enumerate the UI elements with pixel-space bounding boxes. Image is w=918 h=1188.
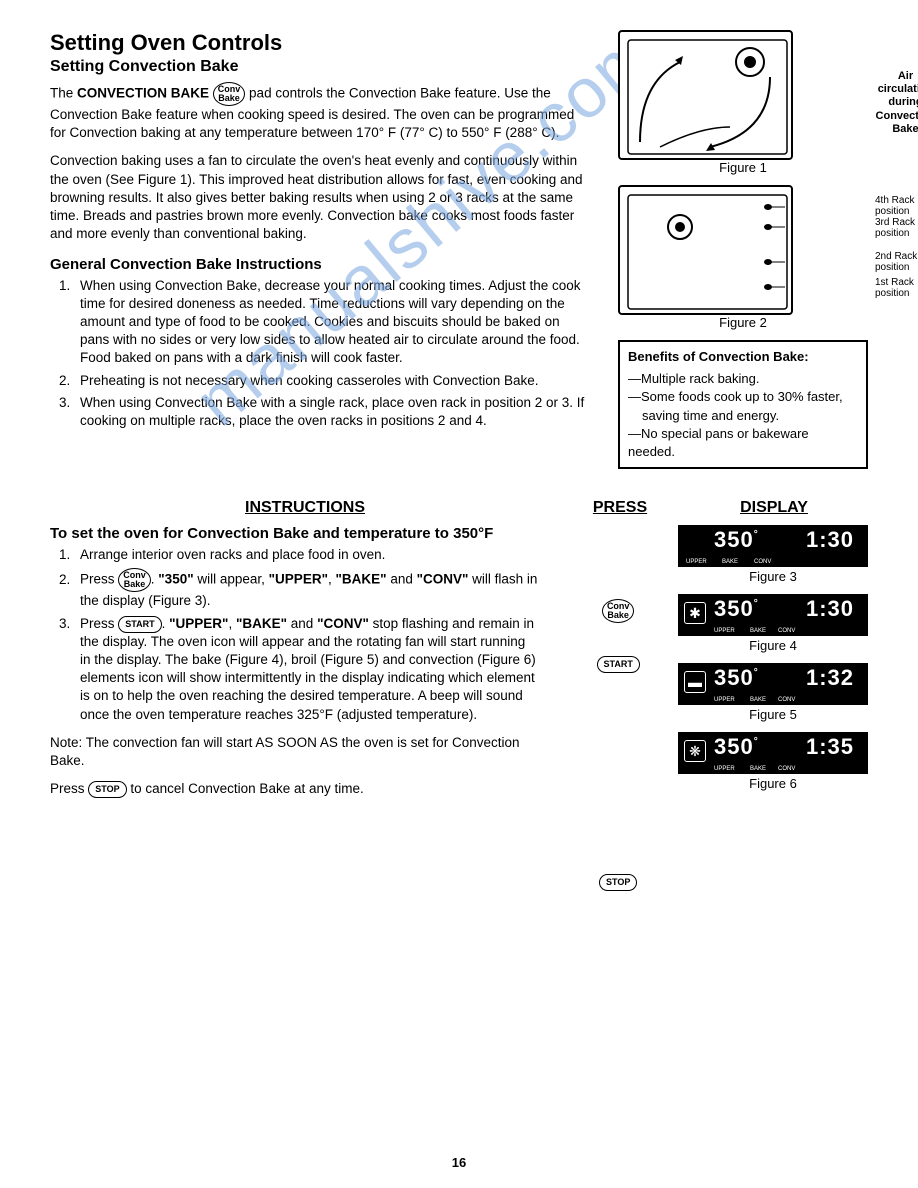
bold-text: CONVECTION BAKE [77,86,209,101]
bold-text: "CONV" [417,572,469,587]
display-time: 1:35 [806,734,854,760]
text-span: will appear, [194,572,269,587]
bold-text: "350" [158,572,193,587]
intro-paragraph-1: The CONVECTION BAKE ConvBake pad control… [50,82,590,142]
figure-1-caption: Figure 1 [618,160,868,175]
text-span: Press [80,616,118,631]
conv-bake-pad-icon: ConvBake [602,599,635,623]
bold-text: "BAKE" [236,616,287,631]
general-instructions-list: When using Convection Bake, decrease you… [50,277,590,431]
benefit-item: —No special pans or bakeware needed. [628,425,858,461]
text-span: The [50,86,77,101]
figure-5-caption: Figure 5 [678,707,868,722]
press-column: ConvBake START STOP [558,525,678,891]
text-span: to cancel Convection Bake at any time. [127,781,364,796]
figure-6-caption: Figure 6 [678,776,868,791]
conv-bake-pad-icon: ConvBake [118,568,151,592]
general-instructions-heading: General Convection Bake Instructions [50,256,590,273]
text-span: Press [50,781,88,796]
display-time: 1:32 [806,665,854,691]
page-number: 16 [0,1155,918,1170]
display-temp: 350° [714,527,759,553]
text-span: , [328,572,336,587]
text-span: and [387,572,417,587]
figure-2-caption: Figure 2 [618,315,868,330]
element-icon: ❋ [684,740,706,762]
element-icon: ✱ [684,602,706,624]
note-text: Note: The convection fan will start AS S… [50,734,538,770]
benefit-item: —Multiple rack baking. [628,370,858,388]
press-header: PRESS [560,499,680,517]
display-temp: 350° [714,596,759,622]
column-headers-row: INSTRUCTIONS PRESS DISPLAY [50,499,868,517]
instruction-row: To set the oven for Convection Bake and … [50,525,868,891]
step-3: Press START. "UPPER", "BAKE" and "CONV" … [74,615,538,724]
rack-label-2: 2nd Rack position [875,251,918,273]
main-content-left: Setting Oven Controls Setting Convection… [50,30,590,440]
display-panel-fig5: ▬ 350° 1:32 UPPERBAKECONV [678,663,868,705]
benefits-title: Benefits of Convection Bake: [628,348,858,366]
right-figure-column: Air circulation during Convection Bake F… [618,30,868,469]
set-oven-heading: To set the oven for Convection Bake and … [50,525,538,542]
benefit-item: —Some foods cook up to 30% faster, savin… [628,388,858,424]
stop-pad-icon: STOP [88,781,126,798]
conv-bake-pad-icon: ConvBake [213,82,246,106]
text-span: . [162,616,170,631]
figure-3-caption: Figure 3 [678,569,868,584]
list-item: When using Convection Bake, decrease you… [74,277,590,368]
display-panel-fig4: ✱ 350° 1:30 UPPERBAKECONV [678,594,868,636]
figure-1-oven [618,30,793,160]
display-time: 1:30 [806,596,854,622]
figure-4-caption: Figure 4 [678,638,868,653]
figure-2-oven [618,185,793,315]
display-column: 350° 1:30 UPPERBAKECONV Figure 3 ✱ 350° … [678,525,868,801]
bold-text: "UPPER" [169,616,228,631]
bold-text: "CONV" [317,616,369,631]
element-icon: ▬ [684,671,706,693]
step-2: Press ConvBake. "350" will appear, "UPPE… [74,568,538,610]
bold-text: "UPPER" [269,572,328,587]
list-item: Preheating is not necessary when cooking… [74,372,590,390]
bold-text: "BAKE" [336,572,387,587]
display-time: 1:30 [806,527,854,553]
oven-airflow-icon [620,32,795,162]
cancel-text: Press STOP to cancel Convection Bake at … [50,780,538,798]
display-panel-fig3: 350° 1:30 UPPERBAKECONV [678,525,868,567]
step-1: Arrange interior oven racks and place fo… [74,546,538,564]
oven-racks-icon [620,187,795,317]
display-panel-fig6: ❋ 350° 1:35 UPPERBAKECONV [678,732,868,774]
list-item: When using Convection Bake with a single… [74,394,590,430]
instructions-header: INSTRUCTIONS [50,499,560,517]
stop-pad-icon: STOP [599,874,637,891]
section-subtitle: Setting Convection Bake [50,58,590,76]
intro-paragraph-2: Convection baking uses a fan to circulat… [50,152,590,243]
rack-label-4: 4th Rack position [875,195,918,217]
text-span: Press [80,572,118,587]
text-span: and [287,616,317,631]
start-pad-icon: START [118,616,161,633]
start-pad-icon: START [597,656,640,673]
display-temp: 350° [714,734,759,760]
page-title: Setting Oven Controls [50,30,590,56]
display-temp: 350° [714,665,759,691]
benefits-box: Benefits of Convection Bake: —Multiple r… [618,340,868,469]
display-header: DISPLAY [680,499,868,517]
rack-label-3: 3rd Rack position [875,217,918,239]
set-oven-steps: Arrange interior oven racks and place fo… [50,546,538,724]
rack-label-1: 1st Rack position [875,277,918,299]
figure-1-side-label: Air circulation during Convection Bake [873,70,918,136]
text-span: , [228,616,236,631]
